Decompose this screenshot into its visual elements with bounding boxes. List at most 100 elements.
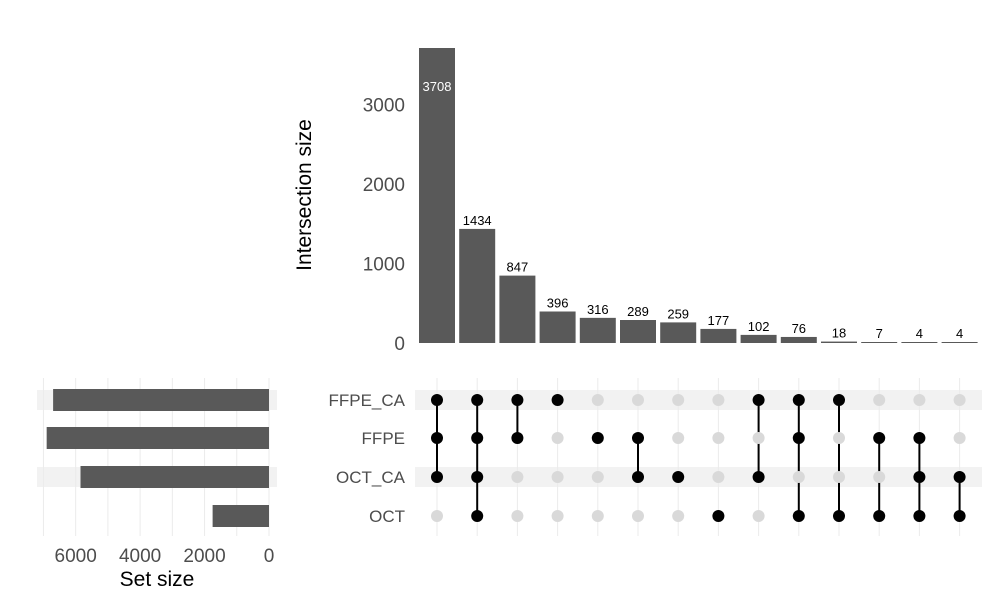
matrix-dot-empty xyxy=(792,471,805,483)
matrix-dot-filled xyxy=(712,510,725,522)
matrix-dot-empty xyxy=(591,510,604,522)
matrix-dot-empty xyxy=(632,394,644,406)
intersection-bar-label: 259 xyxy=(667,306,689,321)
intersection-bar xyxy=(579,317,616,343)
matrix-dot-filled xyxy=(873,510,886,522)
intersection-bar xyxy=(419,48,455,343)
matrix-dot-empty xyxy=(913,394,926,406)
intersection-bar xyxy=(660,322,697,343)
matrix-stripe-FFPE_CA xyxy=(415,390,982,410)
intersection-bar-label: 76 xyxy=(792,321,806,336)
matrix-dot-filled xyxy=(591,432,604,444)
intersection-size-axis-title: Intersection size xyxy=(293,119,316,271)
matrix-dot-filled xyxy=(752,471,765,483)
matrix-dot-empty xyxy=(833,432,845,444)
intersection-bar xyxy=(941,342,978,343)
matrix-dot-empty xyxy=(712,471,725,483)
matrix-dot-empty xyxy=(712,432,725,444)
matrix-dot-empty xyxy=(873,471,886,483)
intersection-bar xyxy=(539,311,576,343)
intersection-bar-label: 18 xyxy=(832,326,846,341)
set-size-bar xyxy=(80,466,269,488)
intersection-bar xyxy=(459,228,496,343)
matrix-dot-filled xyxy=(431,471,443,483)
intersection-bar-label: 7 xyxy=(876,326,883,341)
matrix-dot-filled xyxy=(833,510,845,522)
matrix-dot-empty xyxy=(712,394,725,406)
matrix-dot-empty xyxy=(953,394,966,406)
set-size-tick-label: 4000 xyxy=(119,546,161,567)
matrix-dot-empty xyxy=(551,471,564,483)
set-size-tick-label: 6000 xyxy=(55,546,97,567)
matrix-dot-filled xyxy=(913,471,926,483)
set-size-axis: 6000 4000 2000 0 xyxy=(55,546,275,567)
intersection-matrix xyxy=(431,394,966,522)
intersection-size-tick-label: 0 xyxy=(394,334,405,355)
intersection-bar-label: 4 xyxy=(916,326,923,341)
set-size-bar xyxy=(53,389,269,411)
set-label: OCT_CA xyxy=(336,468,406,487)
matrix-dot-empty xyxy=(672,432,685,444)
matrix-dot-empty xyxy=(551,510,564,522)
matrix-dot-empty xyxy=(431,510,443,522)
matrix-dot-empty xyxy=(511,471,524,483)
intersection-bar xyxy=(620,320,656,343)
matrix-dot-filled xyxy=(471,510,484,522)
intersection-bar-label: 3708 xyxy=(423,79,452,94)
matrix-dot-empty xyxy=(833,471,845,483)
set-size-axis-title: Set size xyxy=(120,568,195,591)
matrix-dot-filled xyxy=(953,510,966,522)
set-size-bars xyxy=(46,389,269,527)
set-label: FFPE_CA xyxy=(328,391,405,410)
intersection-bar xyxy=(861,342,898,343)
matrix-dot-empty xyxy=(953,432,966,444)
set-labels: FFPE_CA FFPE OCT_CA OCT xyxy=(328,391,405,526)
matrix-dot-filled xyxy=(431,394,443,406)
set-size-bar xyxy=(46,427,269,449)
intersection-bar xyxy=(780,336,817,343)
intersection-bar-label: 847 xyxy=(507,260,529,275)
intersection-size-tick-label: 2000 xyxy=(363,175,405,196)
matrix-dot-empty xyxy=(591,471,604,483)
matrix-dot-empty xyxy=(672,394,685,406)
matrix-dot-filled xyxy=(551,394,564,406)
intersection-bar-label: 102 xyxy=(748,319,770,334)
set-size-tick-label: 0 xyxy=(264,546,275,567)
intersection-bar xyxy=(740,334,777,343)
matrix-dot-empty xyxy=(752,432,765,444)
intersection-bar-label: 1434 xyxy=(463,213,492,228)
matrix-dot-filled xyxy=(913,432,926,444)
matrix-dot-empty xyxy=(752,510,765,522)
intersection-bar xyxy=(499,275,536,343)
matrix-dot-filled xyxy=(511,432,524,444)
matrix-dot-filled xyxy=(873,432,886,444)
matrix-dot-filled xyxy=(431,432,443,444)
intersection-bar-label: 4 xyxy=(956,326,963,341)
intersection-size-axis: 0 1000 2000 3000 xyxy=(363,95,405,355)
intersection-bar-label: 396 xyxy=(547,295,569,310)
matrix-dot-filled xyxy=(511,394,524,406)
matrix-dot-filled xyxy=(792,510,805,522)
set-size-tick-label: 2000 xyxy=(183,546,225,567)
matrix-dot-empty xyxy=(591,394,604,406)
intersection-bar xyxy=(700,328,737,343)
matrix-dot-empty xyxy=(511,510,524,522)
matrix-dot-empty xyxy=(551,432,564,444)
set-size-bar xyxy=(212,505,269,527)
matrix-dot-filled xyxy=(632,432,644,444)
matrix-stripe-OCT_CA xyxy=(415,467,982,487)
intersection-bar-label: 289 xyxy=(627,304,649,319)
matrix-dot-filled xyxy=(632,471,644,483)
intersection-size-tick-label: 3000 xyxy=(363,95,405,116)
matrix-dot-filled xyxy=(471,432,484,444)
intersection-bar-labels: 3708 1434 847 396 316 289 259 177 102 76 18 7 4 4 xyxy=(423,79,964,341)
matrix-dot-empty xyxy=(632,510,644,522)
matrix-dot-filled xyxy=(792,394,805,406)
intersection-bars xyxy=(419,48,978,343)
set-label: OCT xyxy=(369,507,405,526)
matrix-dot-filled xyxy=(953,471,966,483)
intersection-size-tick-label: 1000 xyxy=(363,254,405,275)
intersection-bar-label: 316 xyxy=(587,302,609,317)
intersection-bar-label: 177 xyxy=(708,313,730,328)
